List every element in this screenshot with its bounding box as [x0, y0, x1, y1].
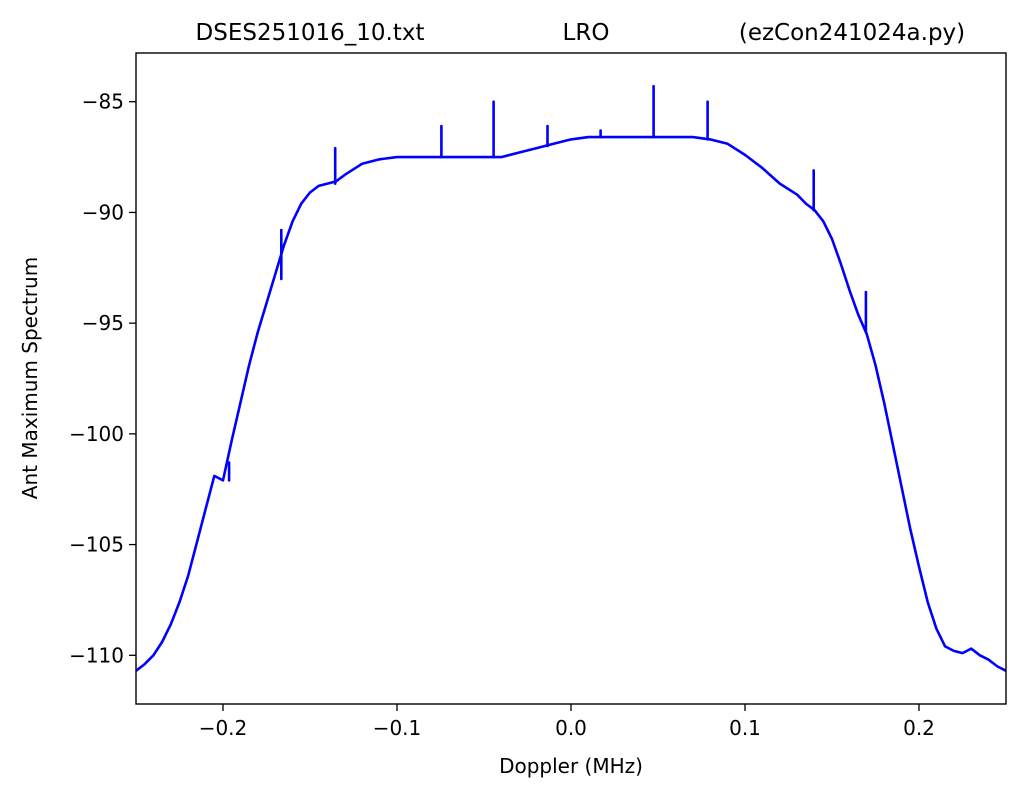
title-filename: DSES251016_10.txt	[196, 20, 425, 46]
plot-area	[136, 53, 1006, 704]
spectrum-line	[135, 135, 1007, 672]
x-tick-label: 0.1	[729, 716, 761, 740]
y-tick-label: −90	[82, 200, 124, 224]
x-tick-label: −0.2	[199, 716, 248, 740]
x-tick-label: −0.1	[373, 716, 422, 740]
y-tick-label: −95	[82, 311, 124, 335]
x-tick-label: 0.0	[555, 716, 587, 740]
x-axis-ticks: −0.2 −0.1 0.0 0.1 0.2	[199, 704, 935, 740]
plot-frame	[135, 52, 1007, 705]
y-tick-label: −85	[82, 90, 124, 114]
y-axis-label: Ant Maximum Spectrum	[18, 257, 42, 499]
series-layer	[135, 84, 1007, 672]
y-tick-label: −100	[69, 422, 124, 446]
x-tick-label: 0.2	[903, 716, 935, 740]
x-axis-label: Doppler (MHz)	[499, 754, 643, 778]
title-station: LRO	[563, 20, 610, 46]
title-script: (ezCon241024a.py)	[739, 20, 965, 46]
y-tick-label: −110	[69, 643, 124, 667]
y-axis-ticks: −85 −90 −95 −100 −105 −110	[69, 90, 136, 667]
y-tick-label: −105	[69, 533, 124, 557]
